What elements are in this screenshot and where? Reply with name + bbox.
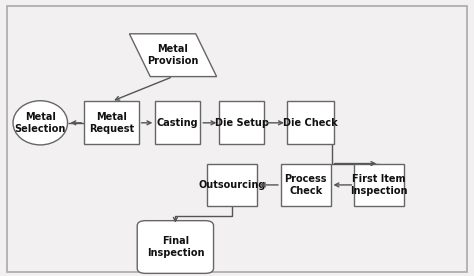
Text: First Item
Inspection: First Item Inspection (350, 174, 408, 196)
FancyBboxPatch shape (137, 221, 213, 273)
Text: Die Check: Die Check (283, 118, 338, 128)
Text: Metal
Provision: Metal Provision (147, 44, 199, 67)
Text: Process
Check: Process Check (284, 174, 327, 196)
Ellipse shape (13, 101, 68, 145)
Bar (207, 163, 257, 206)
Bar (219, 101, 264, 144)
Text: Die Setup: Die Setup (215, 118, 269, 128)
Bar (281, 163, 331, 206)
Text: Casting: Casting (157, 118, 199, 128)
Text: Final
Inspection: Final Inspection (146, 236, 204, 258)
Bar (155, 101, 200, 144)
Bar (287, 101, 334, 144)
Text: Metal
Selection: Metal Selection (15, 112, 66, 134)
Polygon shape (129, 34, 217, 76)
Bar (84, 101, 138, 144)
Text: Metal
Request: Metal Request (89, 112, 134, 134)
Bar (354, 163, 404, 206)
Text: Outsourcing: Outsourcing (199, 180, 266, 190)
